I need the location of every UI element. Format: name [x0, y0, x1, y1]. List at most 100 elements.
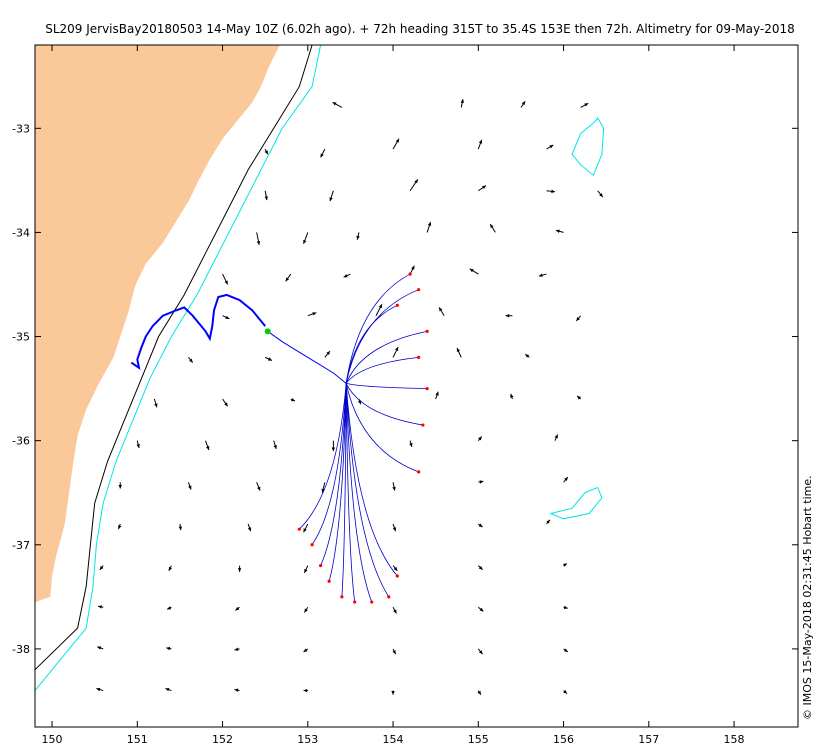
trajectory-line [346, 383, 428, 390]
current-arrow [256, 482, 261, 491]
current-arrow [166, 646, 172, 651]
current-arrow [546, 189, 556, 194]
x-tick-label: 150 [42, 733, 63, 746]
current-arrow [97, 646, 104, 650]
trajectory-end-marker [353, 600, 357, 604]
trajectory-end-marker [370, 600, 374, 604]
trajectory-line [345, 330, 428, 384]
y-tick-label: -33 [12, 122, 30, 135]
current-arrow [456, 347, 462, 358]
current-arrow [575, 315, 581, 322]
current-arrow [118, 523, 122, 530]
x-tick-label: 152 [212, 733, 233, 746]
heading-line [267, 330, 347, 384]
y-tick-label: -34 [12, 226, 30, 239]
current-arrow [478, 185, 487, 192]
land-area [35, 45, 280, 603]
current-arrow [392, 482, 396, 491]
current-arrow [555, 229, 564, 233]
current-arrow [118, 482, 122, 489]
trajectory-line [311, 383, 347, 546]
current-arrow [392, 565, 398, 572]
y-tick-label: -35 [12, 331, 30, 344]
trajectory-end-marker [340, 595, 344, 599]
trajectory-line [345, 383, 419, 473]
x-tick-label: 157 [638, 733, 659, 746]
trajectory-line [320, 383, 347, 566]
current-arrow [392, 523, 397, 532]
current-arrow [478, 523, 483, 528]
trajectory-line [341, 383, 347, 597]
trajectory-end-marker [310, 543, 314, 547]
current-arrow [438, 307, 445, 316]
trajectory-line [345, 356, 419, 384]
current-arrow [460, 99, 464, 108]
trajectory-line [345, 383, 356, 603]
current-arrow [303, 523, 309, 533]
figure-title: SL209 JervisBay20180503 14-May 10Z (6.02… [45, 22, 795, 36]
trajectory-line [328, 383, 347, 582]
current-arrow [563, 476, 569, 483]
current-arrow [165, 688, 172, 692]
trajectory-end-marker [425, 329, 429, 333]
trajectory-line [345, 304, 398, 384]
current-arrow [188, 357, 194, 363]
current-arrow [554, 434, 559, 441]
y-tick-label: -38 [12, 643, 30, 656]
current-arrow [99, 565, 104, 571]
current-vector-field [96, 99, 604, 695]
current-arrow [356, 232, 360, 240]
trajectory-end-marker [327, 579, 331, 583]
trajectory-line [345, 383, 373, 603]
trajectory-end-marker [425, 387, 429, 391]
current-arrow [332, 101, 343, 108]
current-arrow [392, 138, 400, 150]
current-arrow [97, 605, 104, 609]
current-arrow [205, 440, 210, 451]
current-arrow [136, 440, 140, 449]
current-arrow [409, 440, 413, 448]
trajectory-line [345, 383, 398, 577]
current-arrow [392, 346, 399, 358]
axis-ticks: 150 151 152 153 154 155 156 157 158 -33 -34 -35 -36 -… [12, 45, 798, 746]
current-arrow [168, 565, 172, 572]
current-arrow [324, 350, 331, 358]
trajectory-line [345, 383, 390, 598]
current-arrow [235, 606, 240, 611]
x-tick-label: 156 [553, 733, 574, 746]
current-arrow [375, 304, 383, 316]
x-tick-label: 153 [297, 733, 318, 746]
trajectory-end-marker [421, 423, 425, 427]
trajectory-end-marker [395, 574, 399, 578]
current-arrow [477, 139, 483, 150]
current-arrow [237, 565, 242, 572]
current-arrow [469, 268, 479, 275]
trajectory-line [299, 383, 347, 530]
x-tick-label: 151 [127, 733, 148, 746]
current-arrow [273, 440, 277, 450]
y-tick-label: -37 [12, 539, 30, 552]
current-arrow [546, 519, 551, 525]
current-arrow [477, 436, 483, 441]
trajectory-end-marker [395, 303, 399, 307]
trajectory-end-marker [417, 288, 421, 292]
current-arrow [489, 223, 496, 233]
current-arrow [166, 606, 172, 610]
current-arrow [234, 688, 240, 692]
eddy-contour-northeast [571, 117, 605, 177]
current-arrow [320, 148, 326, 158]
current-arrow [290, 397, 296, 402]
trajectory-end-marker [387, 595, 391, 599]
current-arrow [597, 190, 604, 198]
current-arrow [222, 398, 229, 407]
x-tick-label: 154 [383, 733, 404, 746]
copyright-credit: © IMOS 15-May-2018 02:31:45 Hobart time. [801, 475, 814, 720]
current-arrow [303, 565, 309, 574]
depth-contour-shelf [35, 45, 313, 671]
trajectory-end-marker [318, 564, 323, 568]
current-arrow [580, 102, 589, 108]
current-arrow [477, 648, 483, 655]
current-arrow [538, 273, 547, 277]
current-arrow [264, 148, 269, 155]
